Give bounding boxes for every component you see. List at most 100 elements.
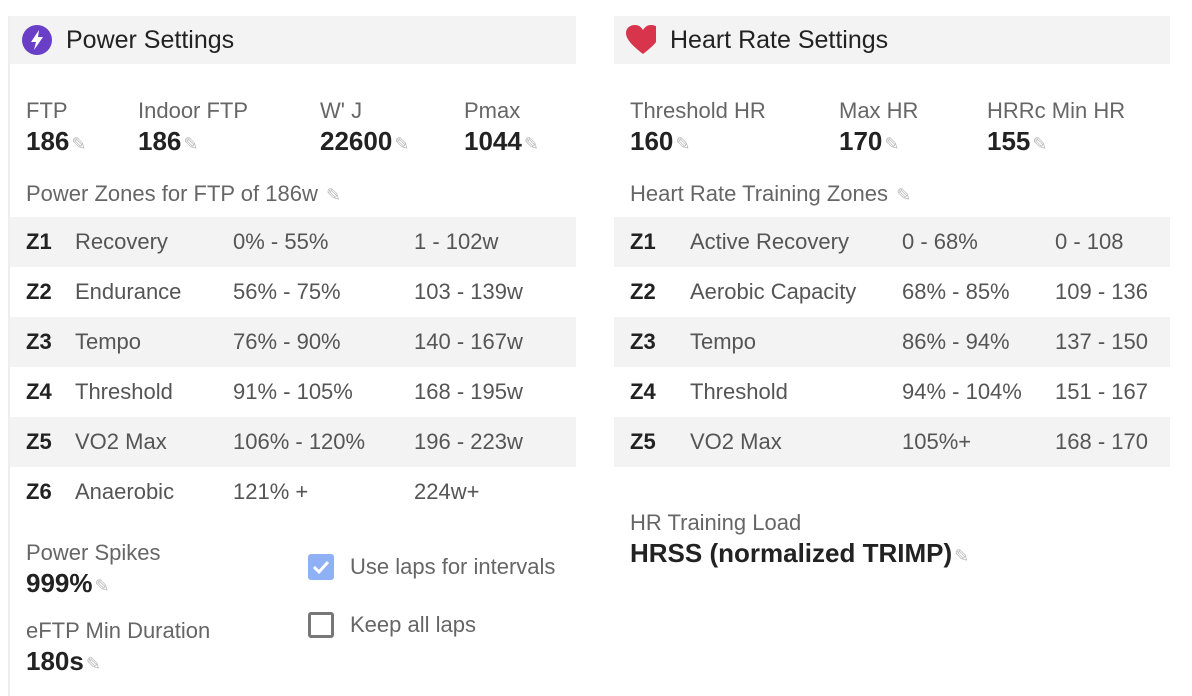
setting-field: Max HR 170 ✎ (839, 98, 987, 157)
zone-cell: 0 - 108 (1055, 229, 1124, 254)
zone-cell: 106% - 120% (233, 429, 366, 454)
zone-cell: 151 - 167 (1055, 379, 1148, 404)
zone-cell: Threshold (75, 379, 173, 404)
heart-icon (626, 25, 656, 55)
edit-pencil-icon[interactable]: ✎ (1032, 134, 1048, 154)
zone-cell: 0% - 55% (233, 229, 329, 254)
edit-pencil-icon[interactable]: ✎ (954, 546, 970, 566)
zone-row: Z2 Endurance 56% - 75% 103 - 139w (10, 267, 576, 317)
heart-rate-settings-header: Heart Rate Settings (614, 16, 1170, 64)
zone-cell: 105%+ (902, 429, 972, 454)
zone-row: Z3 Tempo 86% - 94% 137 - 150 (614, 317, 1170, 367)
zone-cell: 168 - 170 (1055, 429, 1148, 454)
zone-row: Z4 Threshold 94% - 104% 151 - 167 (614, 367, 1170, 417)
zone-cell: 140 - 167w (414, 329, 523, 354)
field-value: 170 (839, 126, 883, 156)
zone-row: Z1 Active Recovery 0 - 68% 0 - 108 (614, 217, 1170, 267)
zone-cell: Z3 (26, 329, 52, 354)
field-value: 155 (987, 126, 1031, 156)
zone-cell: 103 - 139w (414, 279, 523, 304)
setting-field: Indoor FTP 186 ✎ (138, 98, 320, 157)
field-label: Pmax (464, 98, 521, 123)
zone-cell: 86% - 94% (902, 329, 1010, 354)
keep-all-laps-checkbox[interactable]: Keep all laps (308, 612, 476, 638)
panel-title: Power Settings (66, 25, 235, 54)
zone-cell: Z5 (630, 429, 656, 454)
zone-cell: VO2 Max (75, 429, 167, 454)
power-zones-title: Power Zones for FTP of 186w ✎ (26, 181, 342, 206)
edit-pencil-icon[interactable]: ✎ (325, 185, 342, 205)
zone-cell: 1 - 102w (414, 229, 499, 254)
edit-pencil-icon[interactable]: ✎ (71, 134, 87, 154)
field-label: Max HR (839, 98, 919, 123)
setting-field: Pmax 1044 ✎ (464, 98, 574, 157)
hr-training-load-field: HR Training Load HRSS (normalized TRIMP) ✎ (630, 510, 970, 568)
field-value: 160 (630, 126, 674, 156)
panel-title: Heart Rate Settings (670, 25, 889, 54)
field-value: 186 (26, 126, 70, 156)
edit-pencil-icon[interactable]: ✎ (675, 134, 691, 154)
zone-cell: 0 - 68% (902, 229, 978, 254)
zone-cell: Z1 (630, 229, 656, 254)
zone-cell: 224w+ (414, 479, 480, 504)
zone-cell: Aerobic Capacity (690, 279, 857, 304)
field-label: Indoor FTP (138, 98, 249, 123)
zone-cell: 76% - 90% (233, 329, 341, 354)
zone-row: Z5 VO2 Max 105%+ 168 - 170 (614, 417, 1170, 467)
zone-cell: Z2 (26, 279, 52, 304)
field-value: 22600 (320, 126, 393, 156)
use-laps-checkbox[interactable]: Use laps for intervals (308, 554, 555, 580)
zone-cell: 56% - 75% (233, 279, 341, 304)
power-zones-table: Z1 Recovery 0% - 55% 1 - 102w Z2 Endurance 56%… (10, 217, 576, 517)
zone-cell: Anaerobic (75, 479, 175, 504)
zone-cell: VO2 Max (690, 429, 782, 454)
zone-cell: Recovery (75, 229, 168, 254)
edit-pencil-icon[interactable]: ✎ (183, 134, 199, 154)
edit-pencil-icon[interactable]: ✎ (884, 134, 900, 154)
field-value: 186 (138, 126, 182, 156)
zone-row: Z6 Anaerobic 121% + 224w+ (10, 467, 576, 517)
zone-cell: 121% + (233, 479, 309, 504)
zone-row: Z5 VO2 Max 106% - 120% 196 - 223w (10, 417, 576, 467)
field-label: HRRc Min HR (987, 98, 1126, 123)
zone-row: Z2 Aerobic Capacity 68% - 85% 109 - 136 (614, 267, 1170, 317)
zone-cell: Active Recovery (690, 229, 849, 254)
power-settings-panel: Power Settings FTP 186 ✎ Indoor FTP 186 ✎ W' J… (8, 16, 576, 696)
field-value: 1044 (464, 126, 522, 156)
field-label: Threshold HR (630, 98, 766, 123)
zone-cell: Z5 (26, 429, 52, 454)
edit-pencil-icon[interactable]: ✎ (85, 654, 101, 674)
checkbox-unchecked-icon[interactable] (308, 612, 334, 638)
eftp-duration-field: eFTP Min Duration 180s ✎ (26, 618, 211, 676)
zone-cell: Tempo (690, 329, 757, 354)
edit-pencil-icon[interactable]: ✎ (896, 185, 912, 205)
zone-cell: 94% - 104% (902, 379, 1022, 404)
edit-pencil-icon[interactable]: ✎ (523, 134, 539, 154)
edit-pencil-icon[interactable]: ✎ (94, 576, 110, 596)
zone-cell: Z1 (26, 229, 52, 254)
setting-field: Threshold HR 160 ✎ (630, 98, 839, 157)
zone-cell: Threshold (690, 379, 788, 404)
setting-field: HRRc Min HR 155 ✎ (987, 98, 1167, 157)
lightning-icon (22, 25, 52, 55)
power-spikes-field: Power Spikes 999% ✎ (26, 540, 161, 598)
zone-cell: Z3 (630, 329, 656, 354)
zone-cell: Endurance (75, 279, 182, 304)
edit-pencil-icon[interactable]: ✎ (394, 134, 410, 154)
power-settings-header: Power Settings (10, 16, 576, 64)
setting-field: W' J 22600 ✎ (320, 98, 464, 157)
hr-zones-title: Heart Rate Training Zones ✎ (630, 181, 912, 206)
zone-cell: 137 - 150 (1055, 329, 1148, 354)
zone-row: Z1 Recovery 0% - 55% 1 - 102w (10, 217, 576, 267)
zone-cell: 196 - 223w (414, 429, 523, 454)
zone-cell: 91% - 105% (233, 379, 353, 404)
field-label: FTP (26, 98, 68, 123)
setting-field: FTP 186 ✎ (26, 98, 138, 157)
zone-cell: Z4 (26, 379, 52, 404)
zone-cell: Z4 (630, 379, 656, 404)
zone-cell: Z2 (630, 279, 656, 304)
checkbox-checked-icon[interactable] (308, 554, 334, 580)
zone-cell: 109 - 136 (1055, 279, 1148, 304)
zone-cell: 168 - 195w (414, 379, 523, 404)
zone-row: Z3 Tempo 76% - 90% 140 - 167w (10, 317, 576, 367)
